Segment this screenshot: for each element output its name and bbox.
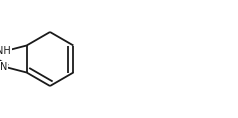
Text: NH: NH (0, 46, 11, 56)
Text: N: N (0, 62, 7, 72)
